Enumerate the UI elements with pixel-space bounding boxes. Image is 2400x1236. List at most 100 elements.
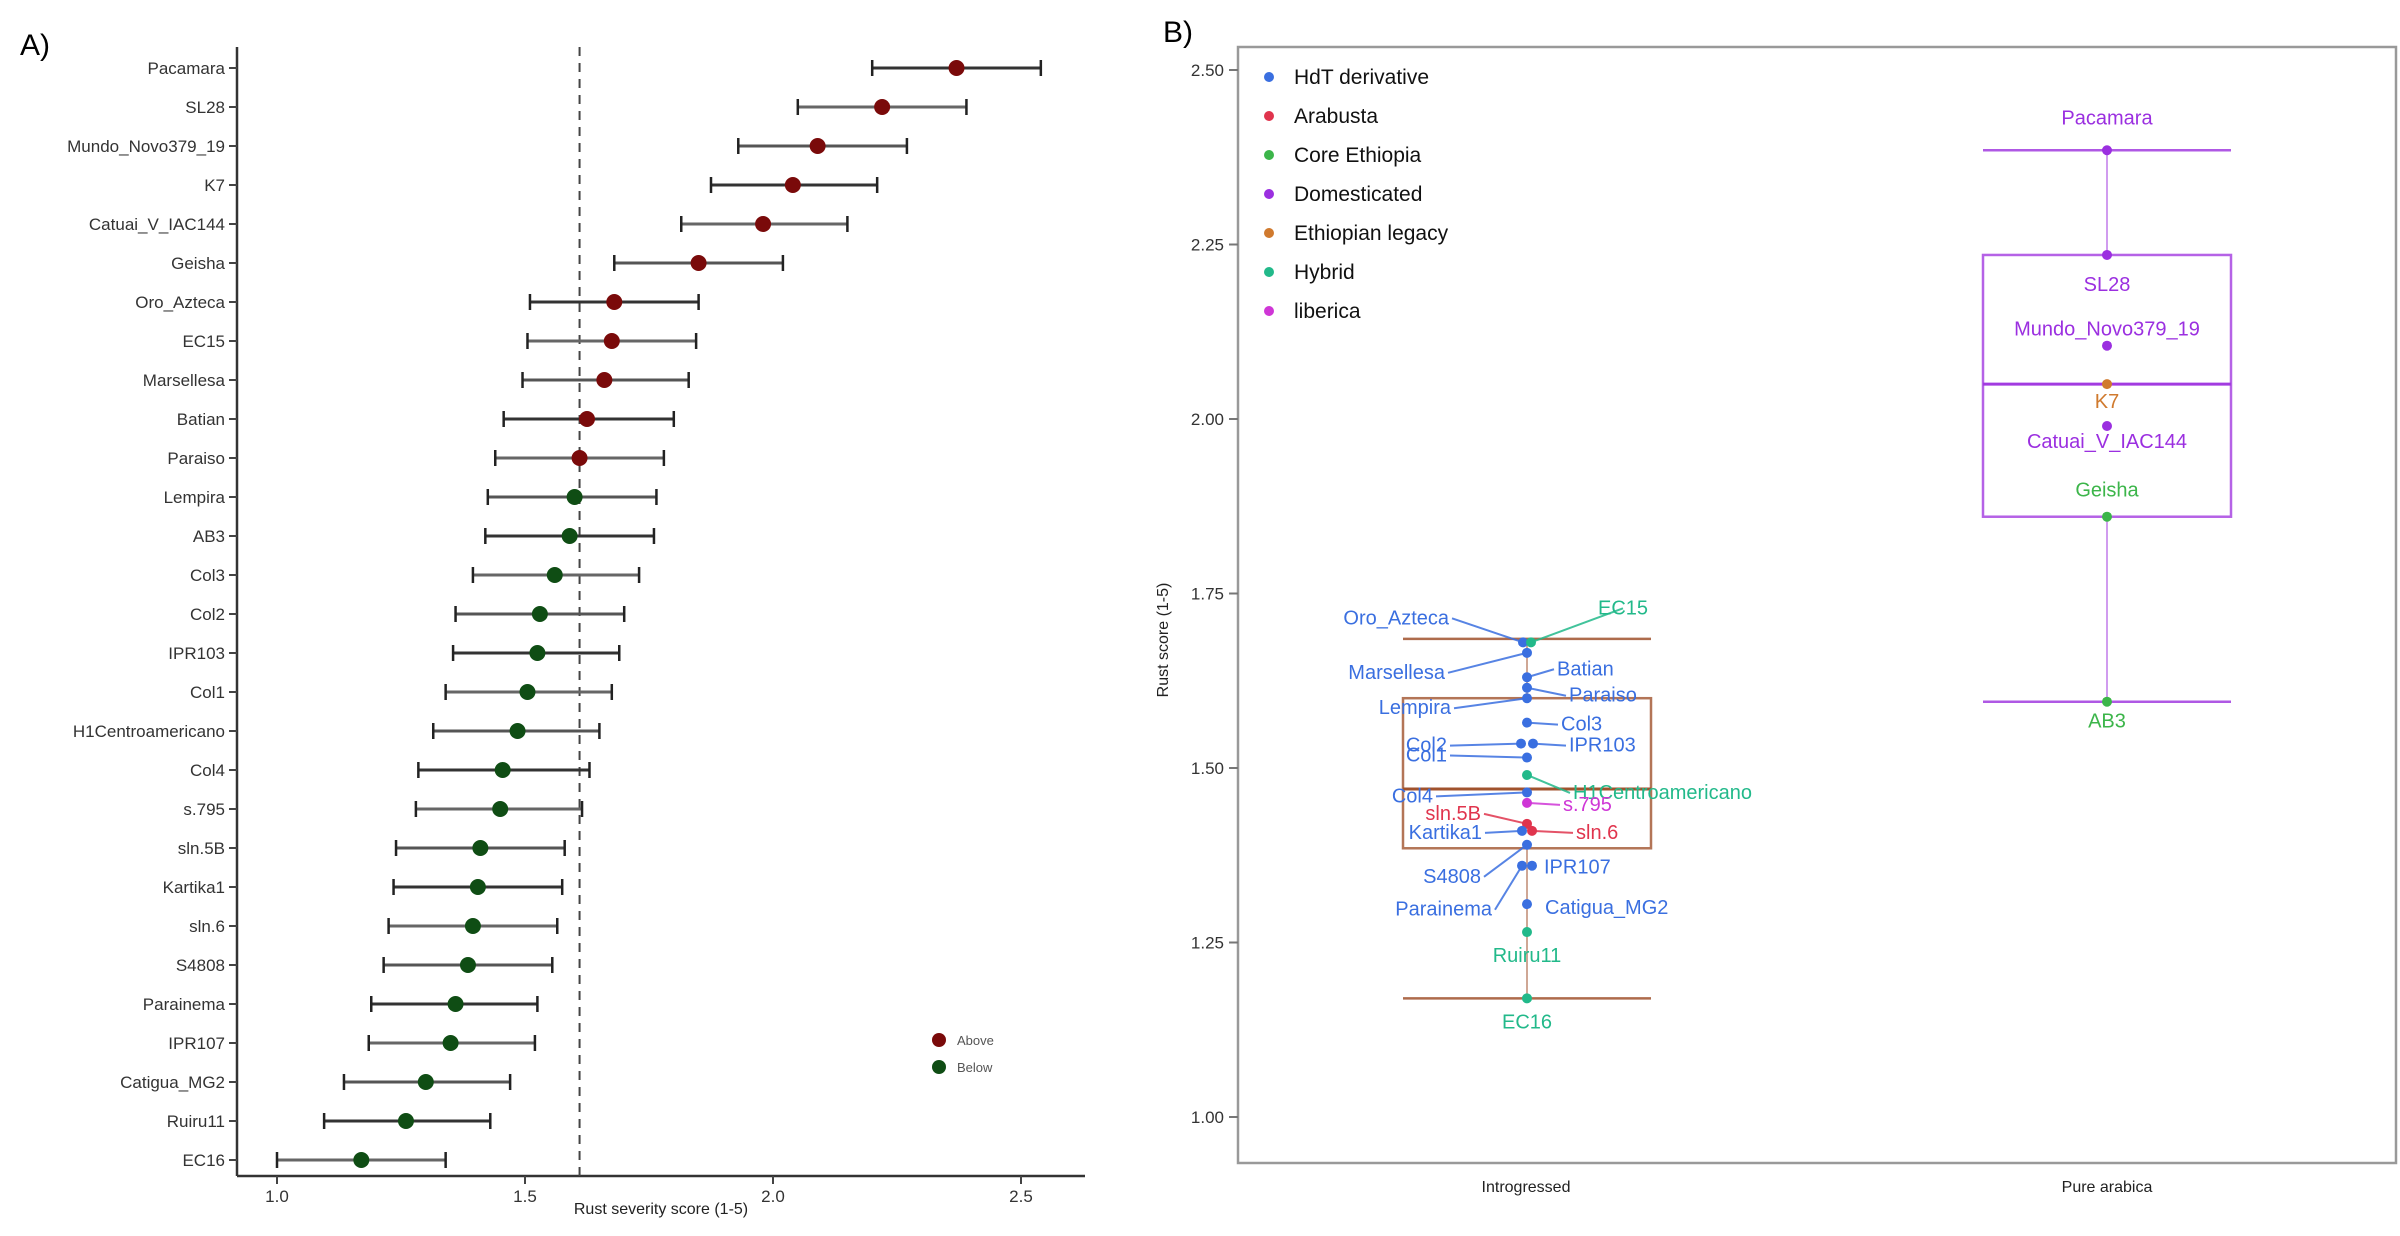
data-point (464, 918, 481, 934)
data-point (1522, 717, 1532, 728)
point-label: K7 (2095, 391, 2119, 413)
data-point (2102, 420, 2112, 431)
y-tick-label: s.795 (183, 800, 225, 819)
point-label: Catuai_V_IAC144 (2027, 431, 2187, 453)
x-label-introgressed: Introgressed (1482, 1179, 1571, 1196)
legend-marker (1264, 150, 1274, 160)
point-label: S4808 (1423, 866, 1481, 888)
point-label: Oro_Azteca (1343, 607, 1449, 629)
y-tick-label: 2.50 (1191, 61, 1224, 80)
y-tick-label: Marsellesa (143, 371, 226, 390)
leader-line (1483, 812, 1528, 825)
data-point (579, 411, 595, 427)
point-label: AB3 (2088, 711, 2126, 733)
y-tick-label: Col3 (190, 566, 225, 585)
leader-line (1435, 791, 1528, 798)
data-point (1522, 899, 1532, 910)
y-tick-label: Col1 (190, 683, 225, 702)
legend-marker (1264, 267, 1274, 277)
point-label: SL28 (2084, 274, 2131, 296)
data-point (447, 996, 464, 1012)
legend-marker (1264, 228, 1274, 238)
data-point (529, 645, 546, 661)
data-point (1516, 738, 1526, 749)
data-point (2102, 145, 2112, 156)
y-tick-label: sln.5B (178, 839, 225, 858)
data-point (2102, 511, 2112, 522)
legend-label: Ethiopian legacy (1294, 222, 1449, 245)
y-tick-label: 1.75 (1191, 585, 1224, 604)
y-tick-label: H1Centroamericano (73, 722, 225, 741)
leader-line (1483, 843, 1528, 878)
data-point (1522, 752, 1532, 763)
panel-a: A) Pacamara SL28 Mundo_Novo379_19 K7 Catuai_… (20, 29, 1085, 1218)
y-tick-label: IPR107 (168, 1034, 225, 1053)
panel-b-points: Oro_Azteca EC15 Marsellesa Batian Paraiso Lem… (1343, 107, 2199, 1033)
data-point (606, 294, 623, 310)
data-point (2102, 249, 2112, 260)
point-label: Mundo_Novo379_19 (2014, 319, 2200, 341)
point-label: Marsellesa (1348, 662, 1446, 684)
y-tick-label: Oro_Azteca (135, 293, 225, 312)
legend-label: Hybrid (1294, 261, 1355, 284)
data-point (1522, 693, 1532, 704)
data-point (809, 138, 826, 154)
leader-line (1451, 617, 1524, 644)
legend-label: Core Ethiopia (1294, 144, 1422, 167)
y-tick-label: Kartika1 (163, 878, 225, 897)
data-point (1526, 637, 1536, 648)
panel-b: B) 1.00 1.25 1.50 1.75 2.00 2.25 2.50 Rust sco… (1155, 16, 2398, 1196)
y-tick-label: 1.25 (1191, 934, 1224, 953)
legend-marker (1264, 111, 1274, 121)
data-point (1522, 818, 1532, 829)
point-label: s.795 (1563, 794, 1612, 816)
panel-a-marks (275, 60, 1043, 1168)
data-point (1522, 797, 1532, 808)
data-point (417, 1074, 434, 1090)
y-tick-label: Mundo_Novo379_19 (67, 137, 225, 156)
point-label: Col4 (1392, 785, 1433, 807)
data-point (397, 1113, 414, 1129)
x-label-pure-arabica: Pure arabica (2062, 1179, 2153, 1196)
leader-line (1526, 686, 1567, 697)
data-point (755, 216, 772, 232)
data-point (519, 684, 536, 700)
y-tick-label: AB3 (193, 527, 225, 546)
data-point (1522, 993, 1532, 1004)
data-point (784, 177, 801, 193)
panel-a-x-title: Rust severity score (1-5) (574, 1201, 748, 1218)
point-label: Batian (1557, 658, 1614, 680)
data-point (1522, 927, 1532, 938)
point-label: Col2 (1406, 735, 1447, 757)
y-tick-label: Ruiru11 (167, 1112, 225, 1131)
legend-label: Domesticated (1294, 183, 1422, 206)
legend-marker (1264, 72, 1274, 82)
y-tick-label: Catuai_V_IAC144 (89, 215, 225, 234)
x-tick-label: 2.5 (1009, 1187, 1033, 1206)
data-point (2102, 340, 2112, 351)
data-point (566, 489, 583, 505)
y-tick-label: Geisha (171, 254, 225, 273)
y-tick-label: Catigua_MG2 (120, 1073, 225, 1092)
leader-line (1453, 697, 1528, 710)
point-label: EC16 (1502, 1011, 1552, 1033)
data-point (1522, 682, 1532, 693)
y-tick-label: EC15 (182, 332, 225, 351)
data-point (596, 372, 613, 388)
point-label: H1Centroamericano (1573, 782, 1752, 804)
data-point (472, 840, 489, 856)
point-label: Pacamara (2061, 107, 2153, 129)
panel-b-legend: HdT derivative Arabusta Core Ethiopia Domes… (1264, 66, 1449, 323)
legend-marker (1264, 189, 1274, 199)
panel-a-x-ticks: 1.0 1.5 2.0 2.5 (265, 1176, 1033, 1206)
legend-label: Arabusta (1294, 105, 1378, 128)
point-label: sln.5B (1425, 803, 1481, 825)
y-tick-label: Col2 (190, 605, 225, 624)
leader-line (1530, 607, 1624, 644)
y-tick-label: Pacamara (148, 59, 226, 78)
legend-above-label: Above (957, 1033, 994, 1048)
data-point (469, 879, 486, 895)
point-label: Lempira (1379, 697, 1452, 719)
point-label: Col1 (1406, 745, 1447, 767)
